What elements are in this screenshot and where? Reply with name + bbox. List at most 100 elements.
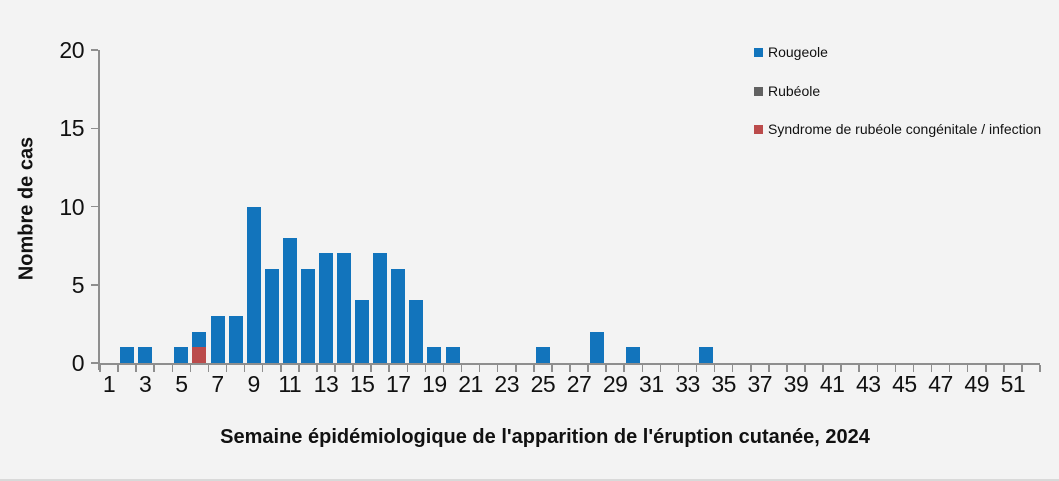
x-tick-label-37: 37 — [747, 371, 773, 397]
x-axis-tick — [515, 365, 517, 372]
x-tick-label-47: 47 — [928, 371, 953, 397]
bar-week-14-rougeole — [337, 253, 352, 363]
x-axis-tick — [966, 365, 969, 372]
bar-week-19-rougeole — [427, 347, 442, 363]
x-axis-tick — [298, 365, 300, 372]
x-axis-tick — [1039, 365, 1041, 372]
x-tick-label-39: 39 — [783, 371, 809, 397]
x-tick-label-49: 49 — [964, 371, 990, 397]
bar-week-20-rougeole — [445, 347, 460, 363]
x-axis-tick — [985, 365, 987, 372]
x-axis-tick — [876, 365, 879, 372]
y-tick-label-20: 20 — [59, 37, 84, 63]
bar-week-18-rougeole — [409, 300, 424, 363]
x-tick-label-19: 19 — [422, 371, 447, 397]
x-axis-tick — [768, 365, 770, 372]
bar-week-30-rougeole — [626, 347, 641, 363]
x-axis-line — [98, 363, 1040, 365]
x-axis-tick — [207, 365, 210, 372]
x-axis-tick — [153, 365, 155, 372]
bar-week-13-rougeole — [318, 253, 333, 363]
bar-week-11-rougeole — [282, 237, 297, 363]
bar-week-7-rougeole — [210, 316, 225, 363]
legend-label: Syndrome de rubéole congénitale / infect… — [768, 121, 1042, 137]
bar-week-12-rougeole — [300, 269, 315, 363]
x-axis-tick — [858, 365, 860, 372]
x-axis-tick — [659, 365, 662, 372]
legend-label: Rubéole — [768, 83, 821, 99]
x-axis-tick — [533, 365, 535, 372]
x-axis-tick — [623, 365, 625, 372]
legend-item-rubeole: Rubéole — [754, 83, 820, 99]
x-tick-label-27: 27 — [566, 371, 592, 397]
y-axis-tick — [91, 127, 98, 129]
x-axis-tick — [388, 365, 390, 372]
x-axis-tick — [786, 365, 788, 372]
x-tick-label-51: 51 — [1000, 371, 1026, 397]
x-axis-tick — [822, 365, 824, 372]
y-axis-title: Nombre de cas — [15, 136, 38, 281]
bar-week-25-rougeole — [535, 347, 550, 363]
y-tick-label-10: 10 — [59, 193, 84, 220]
x-axis-tick — [135, 365, 137, 372]
bar-week-15-rougeole — [355, 300, 370, 363]
legend-swatch-icon — [754, 47, 763, 57]
bar-week-16-rougeole — [373, 253, 388, 363]
bar-week-3-rougeole — [138, 347, 153, 363]
x-axis-tick — [641, 365, 644, 372]
y-axis-tick — [91, 284, 98, 286]
x-axis-tick — [605, 365, 607, 372]
x-axis-title: Semaine épidémiologique de l'apparition … — [220, 426, 870, 448]
bar-week-10-rougeole — [264, 269, 279, 363]
x-axis-tick — [243, 365, 246, 372]
bar-week-28-rougeole — [590, 331, 605, 363]
legend-swatch-icon — [754, 86, 763, 96]
x-axis-tick — [930, 365, 933, 372]
x-tick-label-25: 25 — [530, 371, 556, 397]
x-tick-label-13: 13 — [313, 371, 339, 397]
x-tick-label-23: 23 — [494, 371, 520, 397]
bar-week-5-rougeole — [174, 347, 189, 363]
y-tick-label-5: 5 — [71, 271, 85, 298]
bar-week-9-rougeole — [246, 206, 261, 363]
x-axis-tick — [731, 365, 734, 372]
x-axis-tick — [587, 365, 589, 372]
x-tick-label-41: 41 — [819, 371, 845, 397]
y-axis-tick — [91, 205, 98, 208]
x-axis-tick — [370, 365, 372, 372]
legend-swatch-icon — [754, 124, 763, 134]
x-axis-tick — [261, 365, 264, 372]
x-axis-tick — [334, 365, 336, 372]
x-tick-label-45: 45 — [892, 371, 917, 397]
y-axis-line — [98, 50, 100, 370]
x-axis-tick — [117, 365, 119, 372]
plot-area: 1 3 5 7 9 11 13 15 17 19 21 23 25 27 29 31 33 35 37 39 41 43 4… — [59, 37, 1041, 397]
x-tick-label-11: 11 — [278, 371, 302, 397]
bar-week-8-rougeole — [228, 316, 243, 363]
y-axis-tick — [91, 49, 98, 51]
bar-week-6-src — [192, 347, 207, 363]
x-tick-label-5: 5 — [175, 371, 188, 397]
legend-label: Rougeole — [768, 44, 828, 60]
x-axis-tick — [406, 365, 409, 372]
x-tick-label-15: 15 — [349, 371, 375, 397]
y-tick-label-15: 15 — [59, 115, 84, 142]
x-tick-label-35: 35 — [711, 371, 736, 397]
legend-item-src: Syndrome de rubéole congénitale / infect… — [754, 121, 1041, 137]
x-tick-label-43: 43 — [855, 371, 881, 397]
x-axis-tick — [840, 365, 842, 372]
x-axis-tick — [442, 365, 445, 372]
x-axis-tick — [316, 365, 318, 372]
x-tick-label-3: 3 — [139, 371, 152, 397]
x-tick-label-1: 1 — [102, 371, 116, 397]
x-tick-label-29: 29 — [602, 371, 628, 397]
x-axis-tick — [189, 365, 192, 372]
x-tick-label-21: 21 — [458, 371, 483, 397]
x-axis-tick — [948, 365, 951, 372]
bar-week-2-rougeole — [120, 347, 135, 363]
legend-item-rougeole: Rougeole — [754, 44, 828, 60]
x-tick-label-9: 9 — [247, 371, 260, 397]
x-axis-tick — [1021, 365, 1023, 372]
x-axis-tick — [713, 365, 716, 372]
